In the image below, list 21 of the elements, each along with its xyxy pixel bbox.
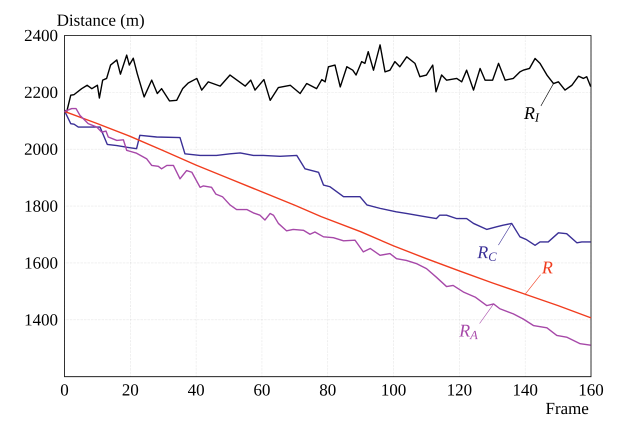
y-axis-title: Distance (m) (57, 14, 144, 30)
series-label: R (542, 262, 553, 274)
y-tick-label: 2400 (24, 30, 58, 42)
x-tick-label: 120 (448, 384, 472, 396)
x-axis-title: Frame (546, 402, 588, 414)
legend-label: R$_{I}$ (524, 107, 540, 122)
y-tick-label: 1400 (26, 314, 58, 326)
x-tick-label: 140 (514, 384, 538, 396)
y-tick-label: 2000 (24, 144, 58, 155)
x-tick-label: 20 (122, 384, 138, 396)
x-tick-label: 60 (254, 384, 270, 396)
y-tick-label: 2200 (24, 86, 58, 98)
x-tick-label: 160 (580, 384, 604, 396)
x-tick-label: 40 (188, 384, 204, 396)
legend-label: R$_{A}$ (459, 324, 478, 340)
x-tick-label: 100 (382, 384, 406, 396)
y-tick-label: 1600 (26, 257, 58, 269)
x-tick-label: 0 (60, 384, 68, 396)
legend-label: R$_{C}$ (477, 246, 497, 261)
x-tick-label: 80 (320, 384, 336, 396)
y-tick-label: 1800 (26, 200, 58, 212)
